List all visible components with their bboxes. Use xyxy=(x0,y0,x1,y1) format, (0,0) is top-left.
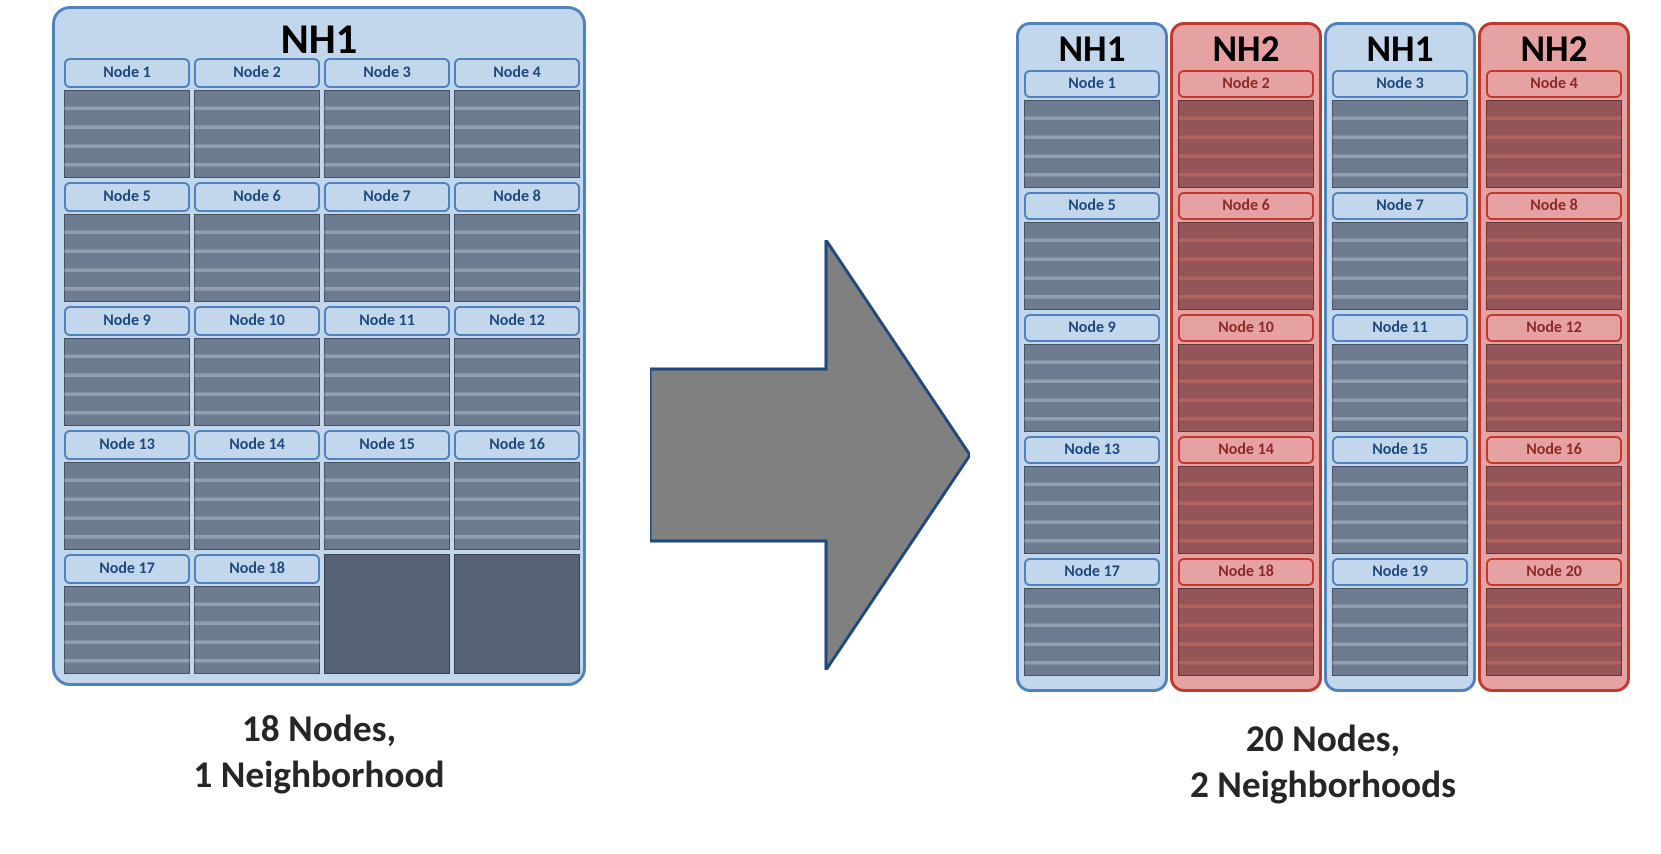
server-chassis-icon xyxy=(64,586,190,674)
transition-arrow xyxy=(650,240,970,670)
server-chassis-icon xyxy=(324,214,450,302)
server-chassis-icon xyxy=(1486,466,1622,554)
node-label: Node 1 xyxy=(64,58,190,88)
right-caption-line2: 2 Neighborhoods xyxy=(1016,762,1630,808)
right-caption: 20 Nodes, 2 Neighborhoods xyxy=(1016,716,1630,808)
node-label: Node 9 xyxy=(64,306,190,336)
node-label: Node 7 xyxy=(324,182,450,212)
server-chassis-icon xyxy=(64,338,190,426)
server-chassis-icon xyxy=(64,90,190,178)
node-label: Node 14 xyxy=(1178,436,1314,464)
server-chassis-icon xyxy=(1486,344,1622,432)
node-label: Node 13 xyxy=(1024,436,1160,464)
server-chassis-blank-icon xyxy=(324,554,450,674)
node-label: Node 14 xyxy=(194,430,320,460)
diagram-canvas: NH1 Node 1Node 2Node 3Node 4Node 5Node 6… xyxy=(0,0,1661,854)
node-label: Node 16 xyxy=(454,430,580,460)
node-label: Node 12 xyxy=(1486,314,1622,342)
server-chassis-icon xyxy=(194,462,320,550)
server-chassis-icon xyxy=(1024,222,1160,310)
node-label: Node 2 xyxy=(1178,70,1314,98)
node-label: Node 4 xyxy=(454,58,580,88)
server-chassis-icon xyxy=(194,214,320,302)
node-label: Node 3 xyxy=(1332,70,1468,98)
node-label: Node 9 xyxy=(1024,314,1160,342)
server-chassis-icon xyxy=(64,462,190,550)
node-label: Node 6 xyxy=(194,182,320,212)
left-caption-line1: 18 Nodes, xyxy=(52,706,586,752)
column-title: NH1 xyxy=(1327,25,1473,73)
node-label: Node 18 xyxy=(194,554,320,584)
left-caption: 18 Nodes, 1 Neighborhood xyxy=(52,706,586,798)
node-label: Node 20 xyxy=(1486,558,1622,586)
server-chassis-icon xyxy=(1178,222,1314,310)
node-label: Node 11 xyxy=(1332,314,1468,342)
node-label: Node 5 xyxy=(1024,192,1160,220)
node-label: Node 10 xyxy=(1178,314,1314,342)
node-label: Node 4 xyxy=(1486,70,1622,98)
server-chassis-icon xyxy=(1024,100,1160,188)
server-chassis-icon xyxy=(324,338,450,426)
server-chassis-icon xyxy=(1486,222,1622,310)
node-label: Node 17 xyxy=(1024,558,1160,586)
server-chassis-icon xyxy=(324,462,450,550)
node-label: Node 8 xyxy=(1486,192,1622,220)
node-label: Node 8 xyxy=(454,182,580,212)
node-label: Node 6 xyxy=(1178,192,1314,220)
server-chassis-icon xyxy=(454,338,580,426)
server-chassis-icon xyxy=(454,90,580,178)
column-title: NH2 xyxy=(1481,25,1627,73)
server-chassis-icon xyxy=(1178,344,1314,432)
server-chassis-icon xyxy=(194,90,320,178)
server-chassis-icon xyxy=(454,214,580,302)
node-label: Node 12 xyxy=(454,306,580,336)
server-chassis-icon xyxy=(194,338,320,426)
node-label: Node 16 xyxy=(1486,436,1622,464)
server-chassis-icon xyxy=(1024,588,1160,676)
server-chassis-icon xyxy=(64,214,190,302)
node-label: Node 19 xyxy=(1332,558,1468,586)
server-chassis-icon xyxy=(1486,100,1622,188)
server-chassis-icon xyxy=(1486,588,1622,676)
node-label: Node 7 xyxy=(1332,192,1468,220)
server-chassis-icon xyxy=(1178,100,1314,188)
server-chassis-icon xyxy=(1332,222,1468,310)
server-chassis-icon xyxy=(1332,466,1468,554)
server-chassis-icon xyxy=(1024,466,1160,554)
server-chassis-icon xyxy=(1178,466,1314,554)
node-label: Node 10 xyxy=(194,306,320,336)
server-chassis-icon xyxy=(194,586,320,674)
server-chassis-icon xyxy=(324,90,450,178)
right-caption-line1: 20 Nodes, xyxy=(1016,716,1630,762)
node-label: Node 5 xyxy=(64,182,190,212)
server-chassis-icon xyxy=(1178,588,1314,676)
left-caption-line2: 1 Neighborhood xyxy=(52,752,586,798)
server-chassis-icon xyxy=(454,462,580,550)
node-label: Node 15 xyxy=(324,430,450,460)
node-label: Node 11 xyxy=(324,306,450,336)
node-label: Node 15 xyxy=(1332,436,1468,464)
column-title: NH1 xyxy=(1019,25,1165,73)
node-label: Node 1 xyxy=(1024,70,1160,98)
column-title: NH2 xyxy=(1173,25,1319,73)
left-container-title: NH1 xyxy=(55,9,583,65)
server-chassis-icon xyxy=(1024,344,1160,432)
node-label: Node 2 xyxy=(194,58,320,88)
server-chassis-icon xyxy=(1332,344,1468,432)
node-label: Node 3 xyxy=(324,58,450,88)
server-chassis-icon xyxy=(1332,100,1468,188)
server-chassis-blank-icon xyxy=(454,554,580,674)
node-label: Node 13 xyxy=(64,430,190,460)
server-chassis-icon xyxy=(1332,588,1468,676)
node-label: Node 18 xyxy=(1178,558,1314,586)
node-label: Node 17 xyxy=(64,554,190,584)
